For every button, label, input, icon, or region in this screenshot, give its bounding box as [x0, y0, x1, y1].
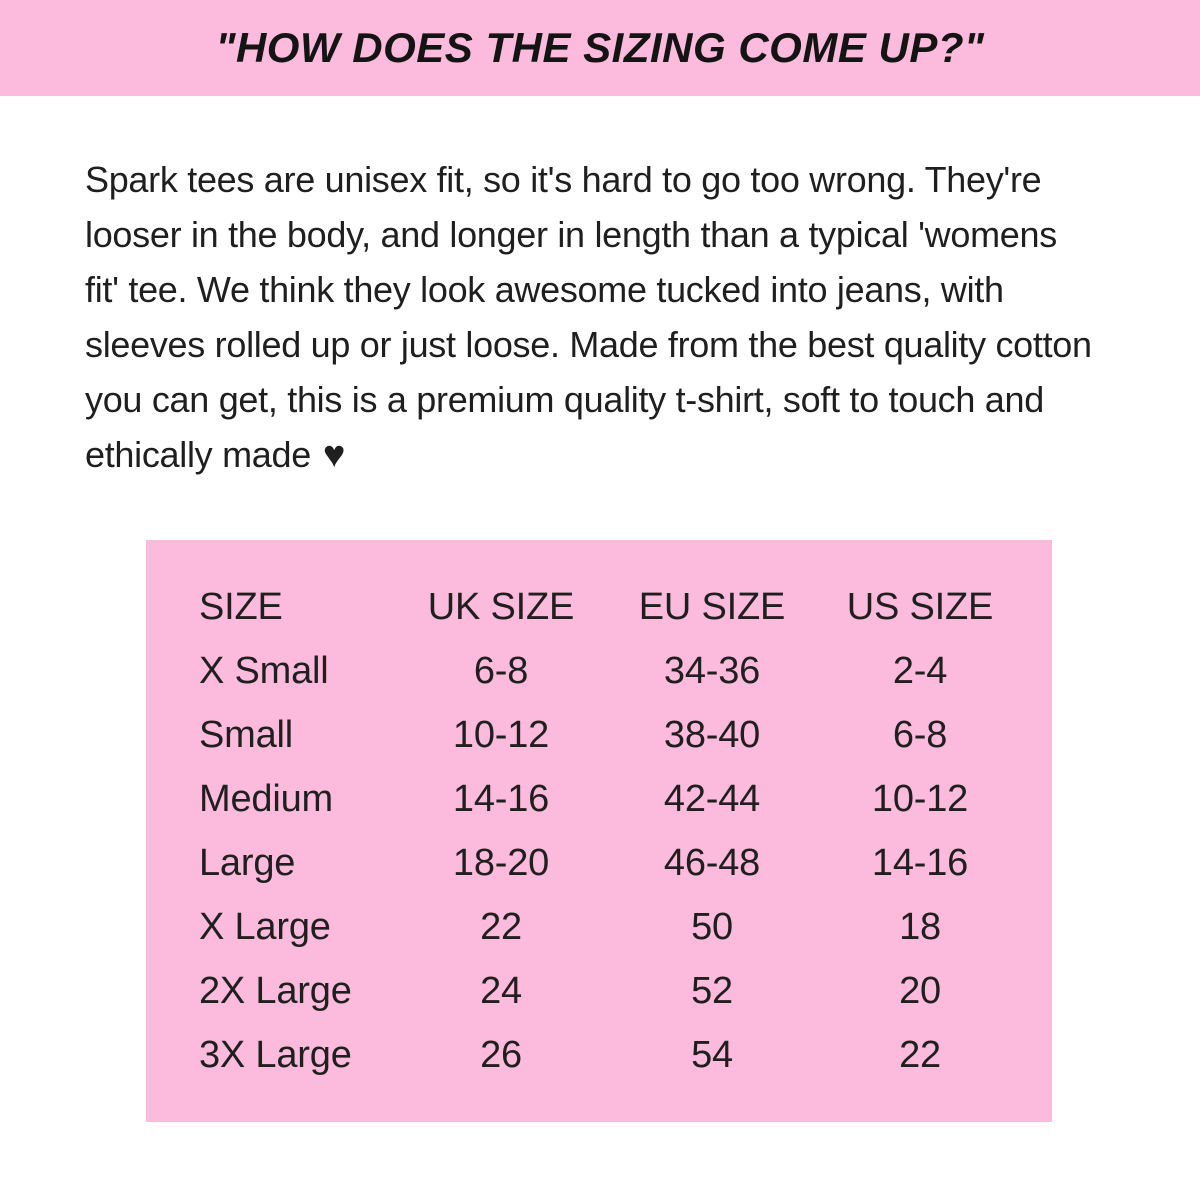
us-size-cell: 20	[899, 969, 941, 1012]
uk-size-cell: 22	[480, 905, 522, 948]
size-chart-panel: SIZE UK SIZE EU SIZE US SIZE X Small 6-8…	[146, 540, 1052, 1122]
col-header-uk-size: UK SIZE	[427, 585, 575, 628]
col-header-size: SIZE	[199, 585, 283, 628]
size-cell: Large	[199, 841, 296, 884]
size-cell: Small	[199, 713, 294, 756]
page-title: "HOW DOES THE SIZING COME UP?"	[215, 24, 985, 71]
eu-size-cell: 42-44	[663, 777, 761, 820]
us-size-cell: 22	[899, 1033, 941, 1076]
eu-size-cell: 54	[691, 1033, 733, 1076]
uk-size-cell: 10-12	[452, 713, 550, 756]
uk-size-cell: 18-20	[452, 841, 550, 884]
col-header-us-size: US SIZE	[846, 585, 994, 628]
table-row: 2X Large 24 52 20	[146, 959, 1052, 1023]
eu-size-cell: 46-48	[663, 841, 761, 884]
eu-size-cell: 50	[691, 905, 733, 948]
size-cell: Medium	[199, 777, 333, 820]
eu-size-cell: 34-36	[663, 649, 761, 692]
us-size-cell: 14-16	[871, 841, 969, 884]
heart-icon: ♥	[322, 434, 346, 476]
table-row: Large 18-20 46-48 14-16	[146, 831, 1052, 895]
size-chart-header-row: SIZE UK SIZE EU SIZE US SIZE	[146, 575, 1052, 639]
col-header-eu-size: EU SIZE	[638, 585, 786, 628]
uk-size-cell: 14-16	[452, 777, 550, 820]
table-row: X Large 22 50 18	[146, 895, 1052, 959]
table-row: Medium 14-16 42-44 10-12	[146, 767, 1052, 831]
size-cell: X Small	[199, 649, 329, 692]
header-banner: "HOW DOES THE SIZING COME UP?"	[0, 0, 1200, 96]
uk-size-cell: 24	[480, 969, 522, 1012]
eu-size-cell: 52	[691, 969, 733, 1012]
table-row: 3X Large 26 54 22	[146, 1023, 1052, 1087]
uk-size-cell: 26	[480, 1033, 522, 1076]
us-size-cell: 2-4	[892, 649, 948, 692]
description-paragraph: Spark tees are unisex fit, so it's hard …	[85, 152, 1195, 483]
size-cell: 3X Large	[199, 1033, 352, 1076]
table-row: X Small 6-8 34-36 2-4	[146, 639, 1052, 703]
us-size-cell: 6-8	[892, 713, 948, 756]
table-row: Small 10-12 38-40 6-8	[146, 703, 1052, 767]
us-size-cell: 18	[899, 905, 941, 948]
us-size-cell: 10-12	[871, 777, 969, 820]
size-cell: 2X Large	[199, 969, 352, 1012]
eu-size-cell: 38-40	[663, 713, 761, 756]
uk-size-cell: 6-8	[473, 649, 529, 692]
description-text: Spark tees are unisex fit, so it's hard …	[85, 159, 1092, 475]
size-cell: X Large	[199, 905, 331, 948]
